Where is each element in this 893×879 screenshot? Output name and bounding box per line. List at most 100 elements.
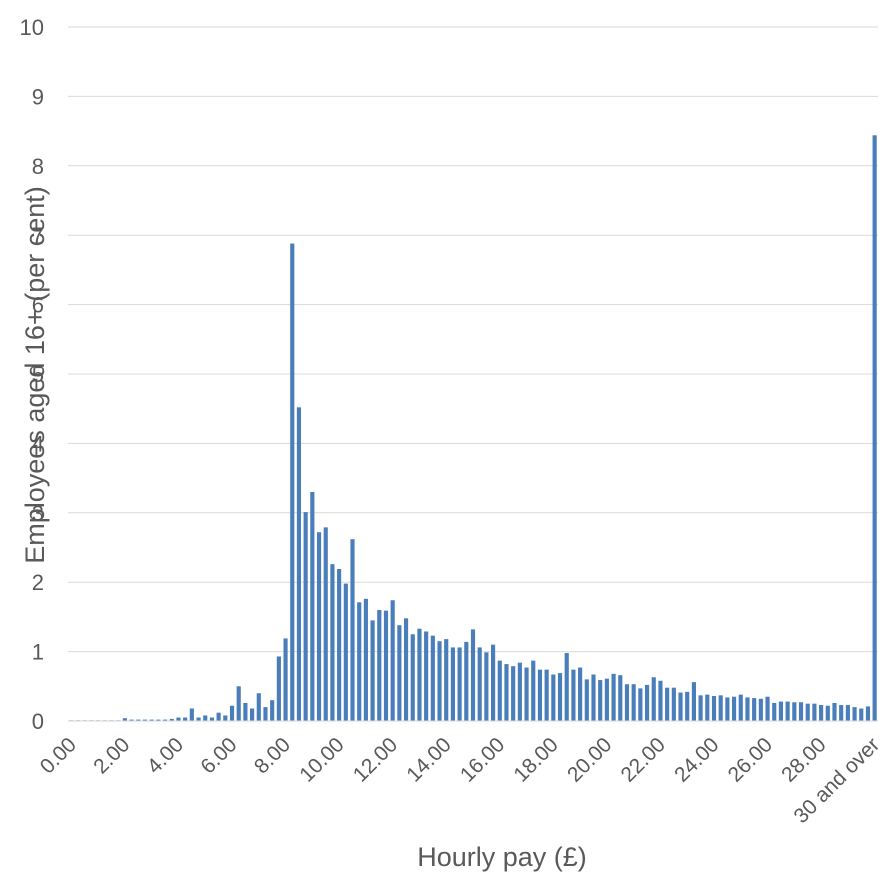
bar	[665, 687, 670, 721]
bar	[390, 600, 395, 721]
bar	[424, 631, 429, 721]
bar	[825, 705, 830, 721]
bar	[537, 669, 543, 721]
bar	[711, 696, 717, 721]
bar	[658, 680, 663, 721]
bar	[437, 641, 442, 721]
x-axis-title: Hourly pay (£)	[417, 842, 587, 872]
x-tick-label: 10.00	[295, 733, 348, 786]
y-tick-label: 1	[32, 640, 44, 665]
y-tick-label: 7	[32, 223, 44, 248]
bar	[772, 702, 777, 721]
bar	[591, 674, 596, 721]
bar	[216, 712, 221, 721]
bar	[511, 666, 516, 721]
bar	[752, 698, 757, 721]
bar	[651, 677, 656, 721]
bar	[859, 708, 864, 721]
x-tick-label: 2.00	[89, 733, 134, 778]
bar	[410, 634, 415, 721]
x-tick-label: 4.00	[143, 733, 188, 778]
bar	[370, 620, 375, 721]
bar	[731, 696, 737, 721]
bar	[343, 583, 348, 721]
y-axis-tick-labels: 0 1 2 3 4 5 6 7 8 9 10	[20, 15, 44, 734]
bar	[243, 702, 248, 721]
bar	[685, 691, 690, 721]
bar	[758, 698, 763, 721]
x-tick-label: 8.00	[250, 733, 295, 778]
bar	[578, 667, 583, 721]
bar	[203, 715, 208, 721]
bar	[738, 694, 743, 721]
bar	[698, 695, 703, 721]
bar	[464, 641, 469, 721]
bar	[571, 669, 576, 721]
bar	[290, 243, 295, 721]
bar	[638, 688, 643, 721]
bar	[256, 693, 261, 721]
bar	[491, 644, 496, 721]
bar	[725, 697, 730, 721]
bar	[517, 662, 522, 721]
y-axis-title: Employees aged 16+ (per cent)	[20, 186, 50, 563]
bar	[691, 682, 696, 721]
bar	[785, 701, 790, 721]
bar	[383, 610, 389, 721]
bar	[584, 679, 589, 721]
bar	[189, 708, 194, 721]
bar	[129, 719, 134, 721]
x-tick-label: 12.00	[349, 733, 402, 786]
bar	[624, 684, 630, 721]
x-tick-label: 6.00	[196, 733, 241, 778]
bar	[156, 719, 161, 721]
bar	[832, 702, 837, 721]
y-tick-label: 5	[32, 362, 44, 387]
bar	[872, 135, 877, 721]
bar	[644, 684, 650, 721]
bar	[450, 647, 455, 721]
bar	[276, 656, 281, 721]
x-tick-label: 22.00	[617, 733, 670, 786]
bar	[765, 696, 770, 721]
bar	[678, 692, 683, 721]
bar	[142, 719, 148, 721]
bar	[805, 703, 810, 721]
bar	[671, 687, 676, 721]
bar	[330, 564, 335, 721]
bar	[183, 717, 188, 721]
bar	[470, 629, 476, 721]
bar	[176, 717, 181, 721]
bar	[457, 647, 462, 721]
bar	[417, 628, 422, 721]
bars	[69, 135, 877, 721]
bar	[798, 702, 804, 721]
bar	[531, 660, 536, 721]
gridlines	[68, 26, 878, 653]
bar	[611, 673, 616, 721]
y-tick-label: 8	[32, 154, 44, 179]
bar	[745, 697, 750, 721]
bar	[377, 609, 382, 721]
bar	[631, 684, 636, 721]
bar	[136, 719, 141, 721]
y-tick-label: 0	[32, 709, 44, 734]
bar	[484, 652, 489, 721]
bar	[444, 639, 449, 721]
bar	[504, 664, 509, 721]
bar	[477, 647, 482, 721]
y-tick-label: 4	[32, 431, 44, 456]
bar	[263, 707, 268, 721]
bar	[718, 695, 723, 721]
y-tick-label: 3	[32, 501, 44, 526]
x-tick-label: 26.00	[724, 733, 777, 786]
bar	[865, 706, 871, 721]
bar	[122, 718, 127, 721]
bar	[839, 705, 844, 721]
bar	[845, 705, 850, 721]
bar	[310, 491, 315, 721]
bar	[162, 719, 168, 721]
bar	[524, 667, 529, 721]
bar	[323, 527, 328, 721]
bar	[229, 705, 235, 721]
